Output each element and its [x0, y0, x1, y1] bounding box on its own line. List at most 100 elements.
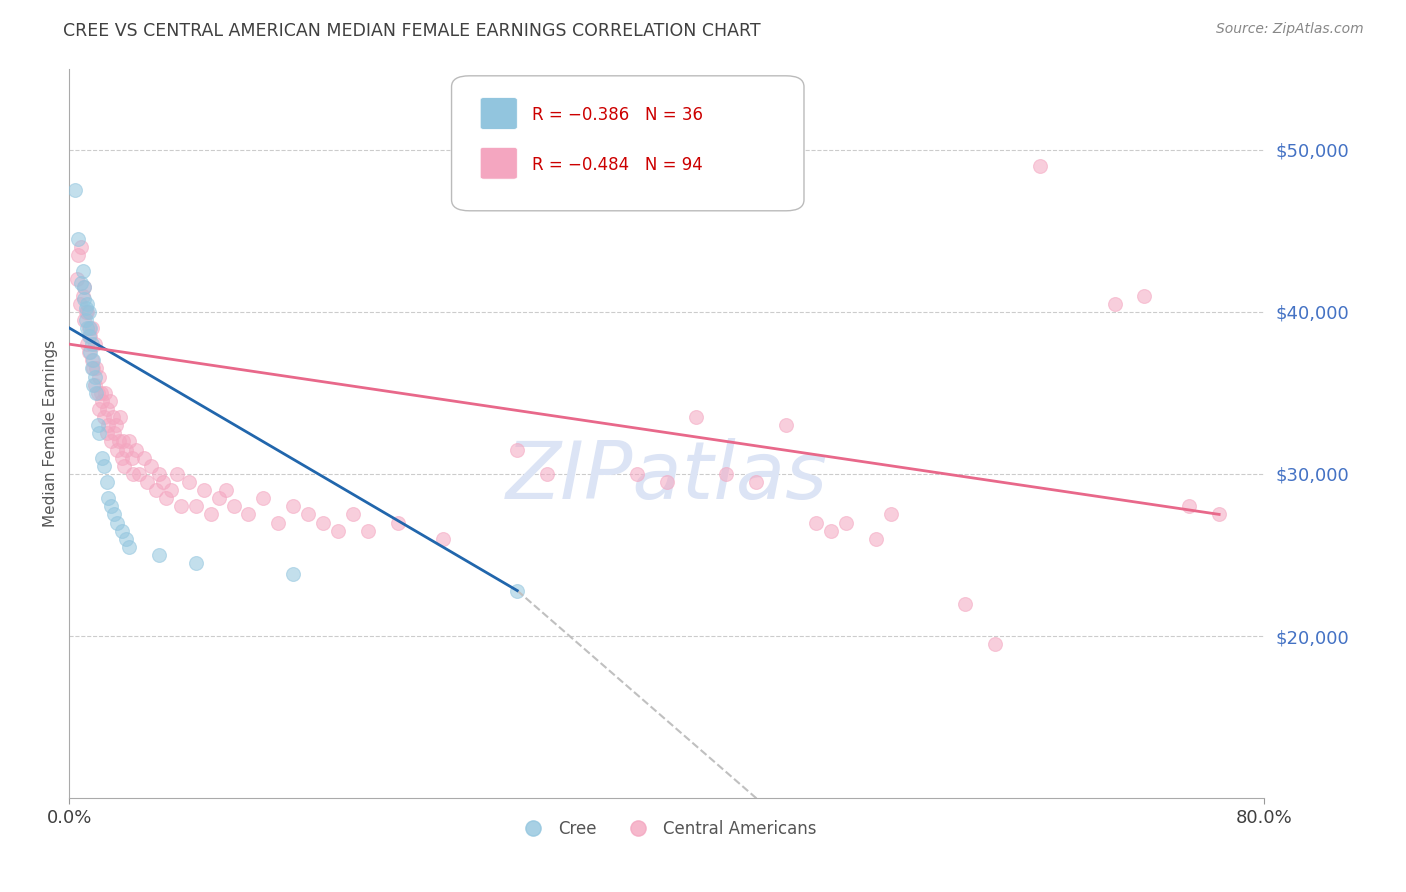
Text: Source: ZipAtlas.com: Source: ZipAtlas.com	[1216, 22, 1364, 37]
Point	[82, 377, 104, 392]
Point	[148, 467, 170, 481]
Point	[100, 500, 122, 514]
Point	[1208, 508, 1230, 522]
Point	[207, 491, 229, 506]
Point	[820, 524, 842, 538]
Point	[82, 353, 104, 368]
Point	[506, 442, 529, 457]
Point	[115, 532, 138, 546]
Point	[70, 276, 93, 290]
Point	[83, 337, 105, 351]
Point	[77, 329, 100, 343]
Point	[128, 467, 150, 481]
Point	[177, 475, 200, 489]
Point	[96, 426, 118, 441]
Point	[105, 442, 128, 457]
Point	[96, 475, 118, 489]
Point	[69, 296, 91, 310]
Point	[1133, 288, 1156, 302]
Point	[955, 597, 977, 611]
Point	[70, 240, 93, 254]
Point	[103, 426, 125, 441]
Point	[84, 385, 107, 400]
Point	[312, 516, 335, 530]
Point	[118, 540, 141, 554]
Point	[745, 475, 768, 489]
Point	[80, 321, 103, 335]
Point	[283, 567, 305, 582]
Point	[110, 450, 132, 465]
Legend: Cree, Central Americans: Cree, Central Americans	[510, 814, 824, 845]
Point	[238, 508, 260, 522]
Point	[93, 410, 115, 425]
Point	[685, 410, 707, 425]
Point	[152, 475, 174, 489]
Point	[105, 516, 128, 530]
Point	[103, 508, 125, 522]
Point	[865, 532, 887, 546]
FancyBboxPatch shape	[451, 76, 804, 211]
Point	[83, 377, 105, 392]
Point	[148, 548, 170, 562]
Point	[984, 637, 1007, 651]
Point	[87, 426, 110, 441]
Point	[170, 500, 193, 514]
Point	[77, 321, 100, 335]
Point	[79, 321, 101, 335]
Point	[87, 402, 110, 417]
Point	[98, 393, 121, 408]
Point	[141, 458, 163, 473]
Point	[879, 508, 901, 522]
Point	[775, 418, 797, 433]
Point	[267, 516, 290, 530]
Point	[80, 353, 103, 368]
Point	[114, 458, 136, 473]
FancyBboxPatch shape	[481, 97, 517, 129]
Point	[82, 361, 104, 376]
Point	[626, 467, 648, 481]
Point	[108, 410, 131, 425]
Point	[432, 532, 454, 546]
Point	[93, 458, 115, 473]
Point	[111, 434, 134, 449]
Point	[215, 483, 238, 497]
Point	[73, 313, 96, 327]
Point	[252, 491, 274, 506]
Point	[835, 516, 858, 530]
Point	[804, 516, 827, 530]
Y-axis label: Median Female Earnings: Median Female Earnings	[44, 340, 58, 527]
Text: R = −0.386   N = 36: R = −0.386 N = 36	[531, 106, 703, 124]
Point	[1178, 500, 1201, 514]
Point	[193, 483, 215, 497]
Point	[76, 337, 98, 351]
Point	[101, 410, 124, 425]
Point	[80, 361, 103, 376]
Point	[536, 467, 558, 481]
Point	[83, 369, 105, 384]
Point	[84, 361, 107, 376]
Point	[72, 264, 94, 278]
Point	[166, 467, 188, 481]
Point	[283, 500, 305, 514]
Point	[96, 402, 118, 417]
Point	[357, 524, 380, 538]
Point	[76, 321, 98, 335]
FancyBboxPatch shape	[481, 147, 517, 179]
Text: CREE VS CENTRAL AMERICAN MEDIAN FEMALE EARNINGS CORRELATION CHART: CREE VS CENTRAL AMERICAN MEDIAN FEMALE E…	[63, 22, 761, 40]
Point	[110, 524, 132, 538]
Point	[135, 475, 157, 489]
Text: ZIPatlas: ZIPatlas	[506, 438, 828, 516]
Point	[506, 583, 529, 598]
Point	[326, 524, 349, 538]
Point	[104, 418, 127, 433]
Point	[115, 442, 138, 457]
Point	[67, 248, 90, 262]
Point	[145, 483, 167, 497]
Point	[86, 385, 108, 400]
Point	[77, 304, 100, 318]
Point	[122, 467, 145, 481]
Point	[73, 280, 96, 294]
Point	[76, 304, 98, 318]
Point	[80, 337, 103, 351]
Point	[387, 516, 409, 530]
